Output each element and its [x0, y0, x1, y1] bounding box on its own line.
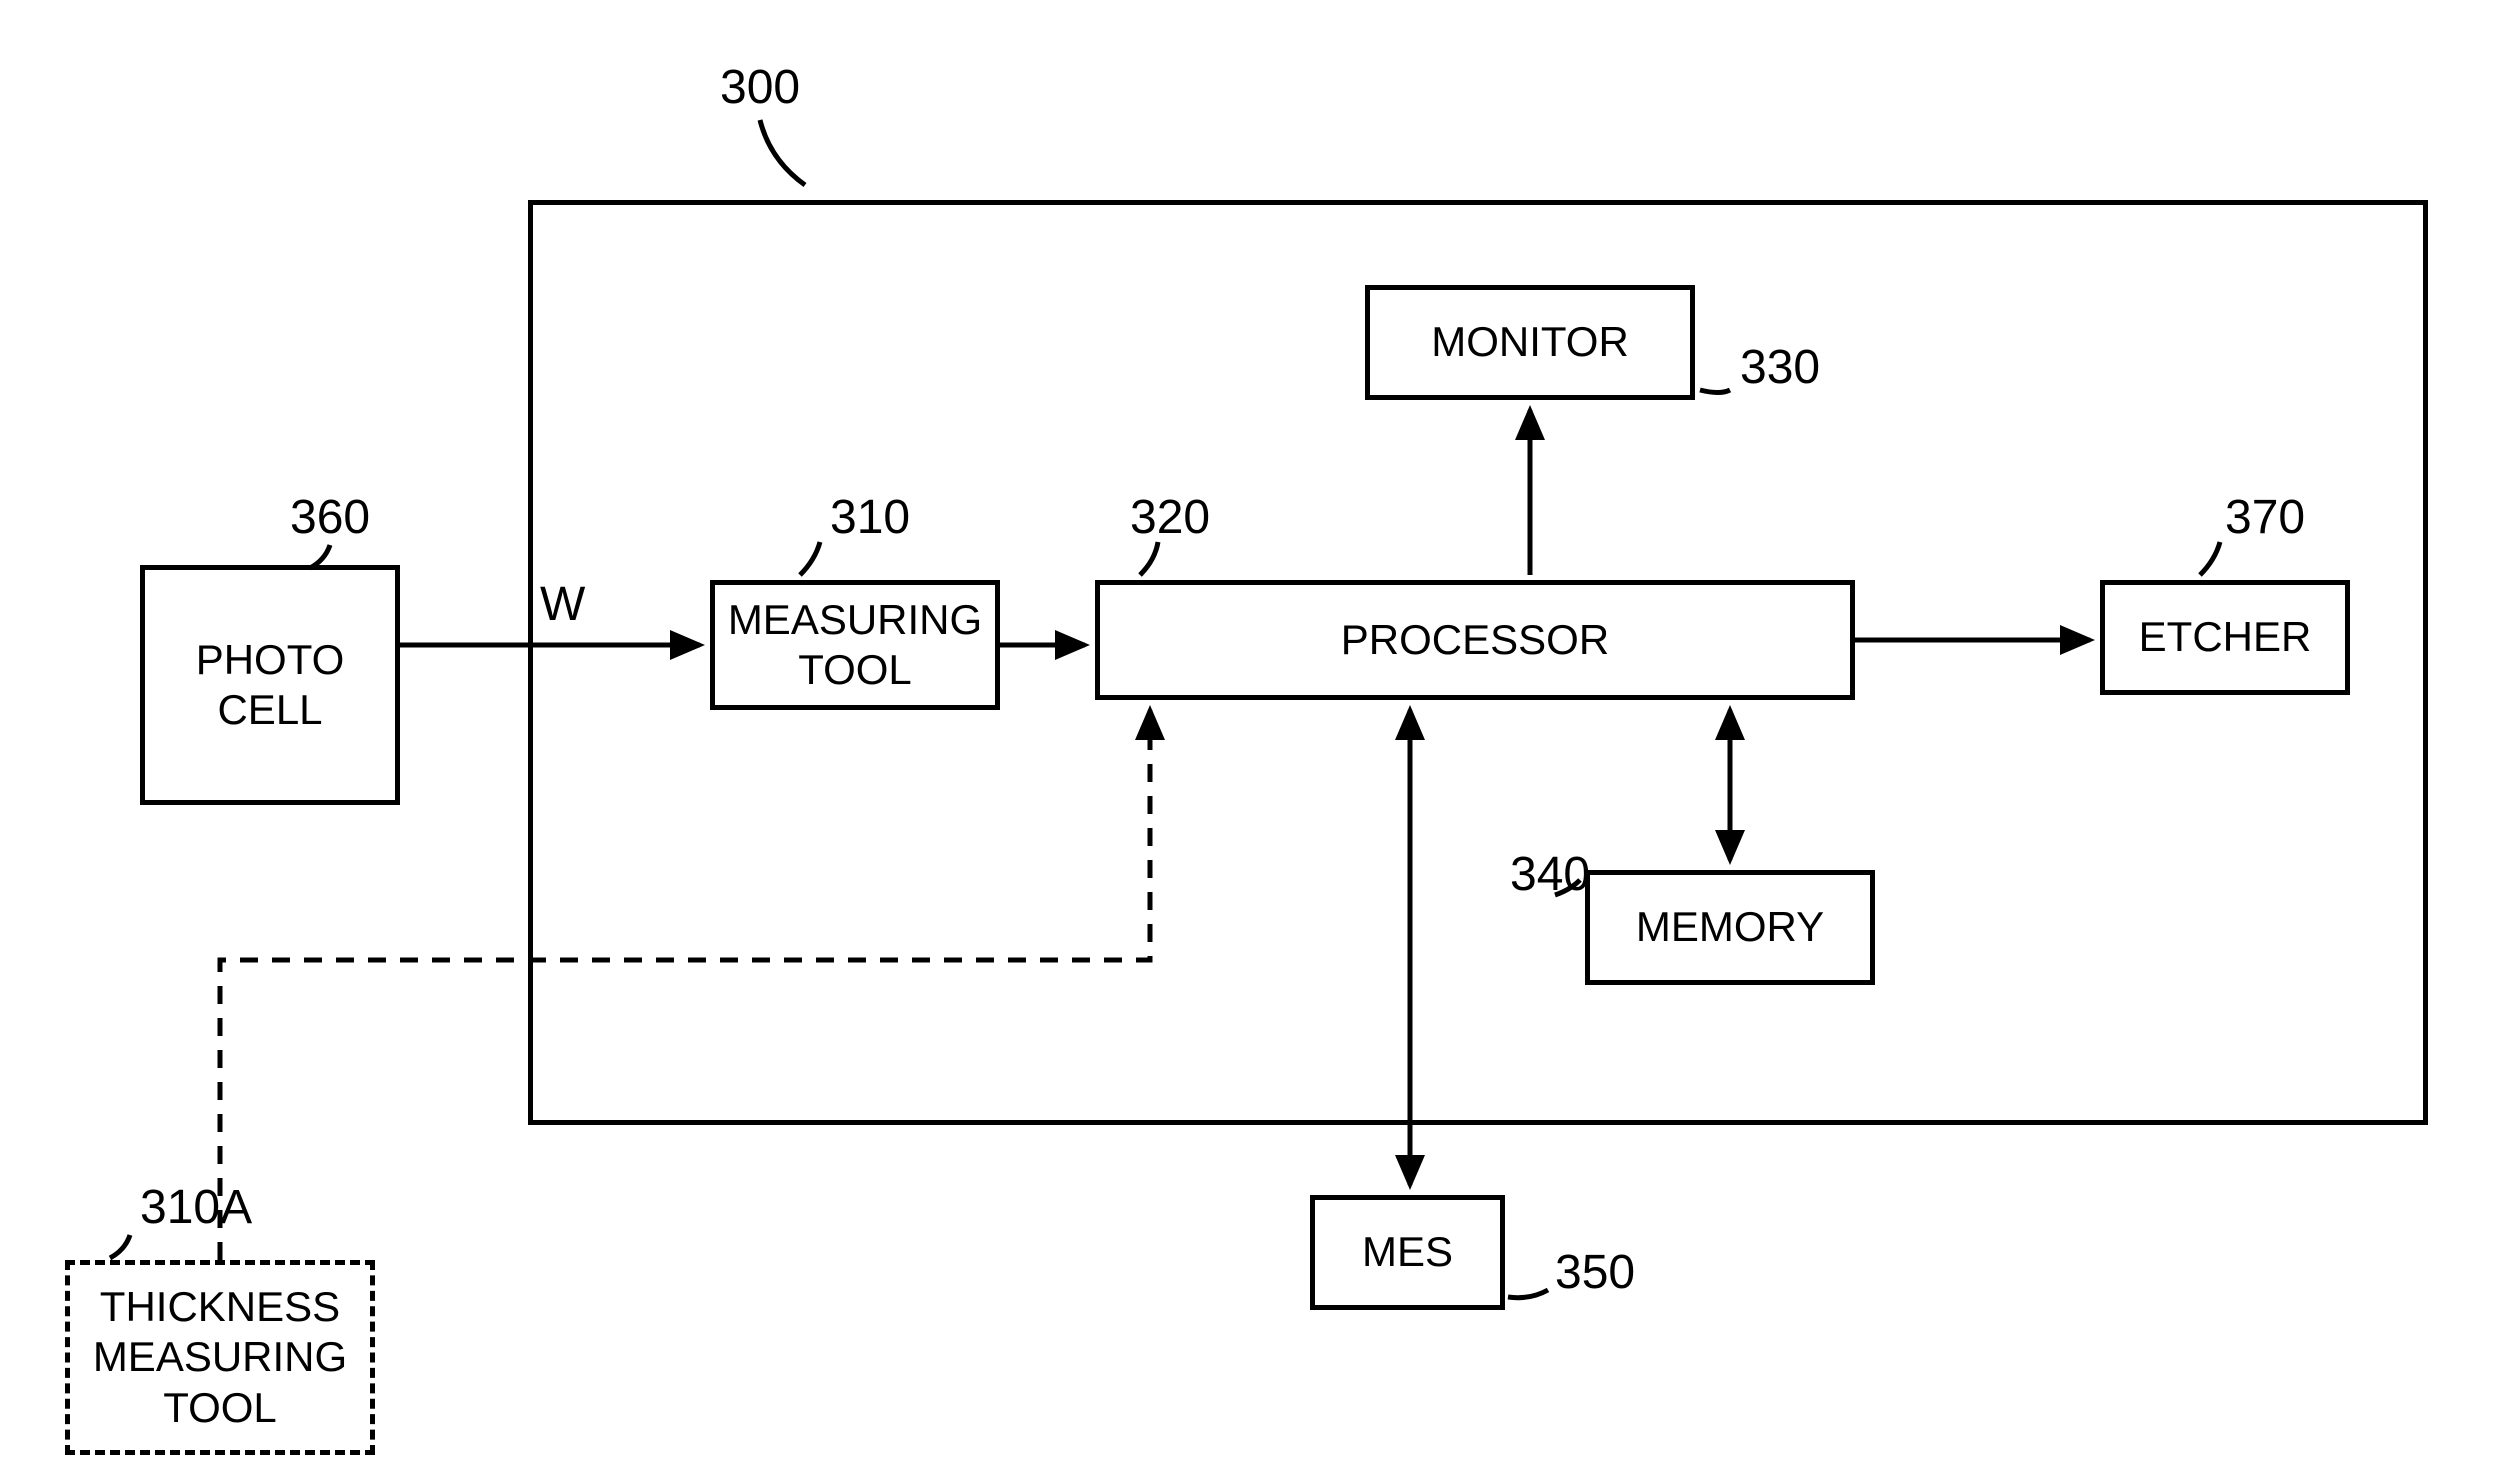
photo-cell-label: PHOTOCELL [196, 635, 345, 736]
etcher-box: ETCHER [2100, 580, 2350, 695]
monitor-box: MONITOR [1365, 285, 1695, 400]
photo-cell-box: PHOTOCELL [140, 565, 400, 805]
monitor-label: MONITOR [1431, 317, 1629, 367]
measuring-tool-box: MEASURINGTOOL [710, 580, 1000, 710]
measuring-tool-ref: 310 [830, 490, 910, 545]
processor-label: PROCESSOR [1341, 615, 1609, 665]
thickness-tool-label: THICKNESSMEASURINGTOOL [93, 1282, 347, 1433]
edge-label-w: W [540, 577, 585, 632]
memory-box: MEMORY [1585, 870, 1875, 985]
etcher-label: ETCHER [2139, 612, 2312, 662]
thickness-tool-ref: 310A [140, 1180, 252, 1235]
etcher-ref: 370 [2225, 490, 2305, 545]
mes-label: MES [1362, 1227, 1453, 1277]
system-ref-label: 300 [720, 60, 800, 115]
monitor-ref: 330 [1740, 340, 1820, 395]
photo-cell-ref: 360 [290, 490, 370, 545]
thickness-tool-box: THICKNESSMEASURINGTOOL [65, 1260, 375, 1455]
processor-box: PROCESSOR [1095, 580, 1855, 700]
memory-label: MEMORY [1636, 902, 1824, 952]
processor-ref: 320 [1130, 490, 1210, 545]
diagram-canvas: 300 360 PHOTOCELL 310 MEASURINGTOOL 320 … [0, 0, 2498, 1481]
measuring-tool-label: MEASURINGTOOL [728, 595, 982, 696]
mes-ref: 350 [1555, 1245, 1635, 1300]
mes-box: MES [1310, 1195, 1505, 1310]
memory-ref: 340 [1510, 847, 1590, 902]
